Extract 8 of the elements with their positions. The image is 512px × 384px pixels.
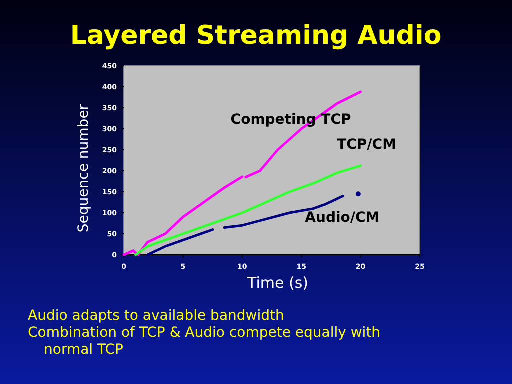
series-label: Competing TCP: [230, 112, 352, 128]
series-label: TCP/CM: [337, 136, 397, 153]
text: Audio adapts to available bandwidth: [28, 308, 284, 324]
chart-title: Layered Streaming Audio: [70, 21, 442, 51]
text: Combination of TCP & Audio compete equally with normal TCP: [28, 325, 381, 358]
x-axis-title: Time (s): [246, 274, 308, 292]
y-axis-title: Sequence number: [76, 104, 92, 233]
series-label: Audio/CM: [305, 210, 380, 226]
